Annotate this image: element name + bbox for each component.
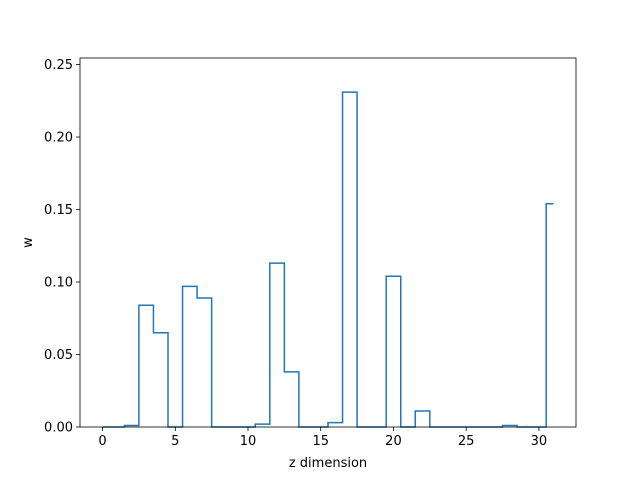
x-tick-label: 20 bbox=[385, 434, 402, 449]
x-axis-label: z dimension bbox=[289, 456, 367, 471]
x-axis-ticks: 0 5 10 15 20 25 30 bbox=[98, 427, 547, 449]
y-tick-label: 0.15 bbox=[44, 203, 73, 218]
y-tick-label: 0.10 bbox=[44, 276, 73, 291]
axes-frame bbox=[79, 57, 577, 428]
y-tick-label: 0.05 bbox=[44, 348, 73, 363]
y-tick-label: 0.20 bbox=[44, 131, 73, 146]
y-axis-label: w bbox=[21, 237, 36, 248]
x-tick-label: 30 bbox=[531, 434, 548, 449]
x-tick-label: 15 bbox=[312, 434, 329, 449]
y-tick-label: 0.00 bbox=[44, 421, 73, 436]
x-tick-label: 0 bbox=[98, 434, 106, 449]
y-axis-ticks: 0.00 0.05 0.10 0.15 0.20 0.25 bbox=[44, 58, 80, 436]
x-tick-label: 10 bbox=[240, 434, 257, 449]
x-tick-label: 5 bbox=[171, 434, 179, 449]
y-tick-label: 0.25 bbox=[44, 58, 73, 73]
series-step-line bbox=[102, 91, 554, 428]
x-tick-label: 25 bbox=[458, 434, 475, 449]
